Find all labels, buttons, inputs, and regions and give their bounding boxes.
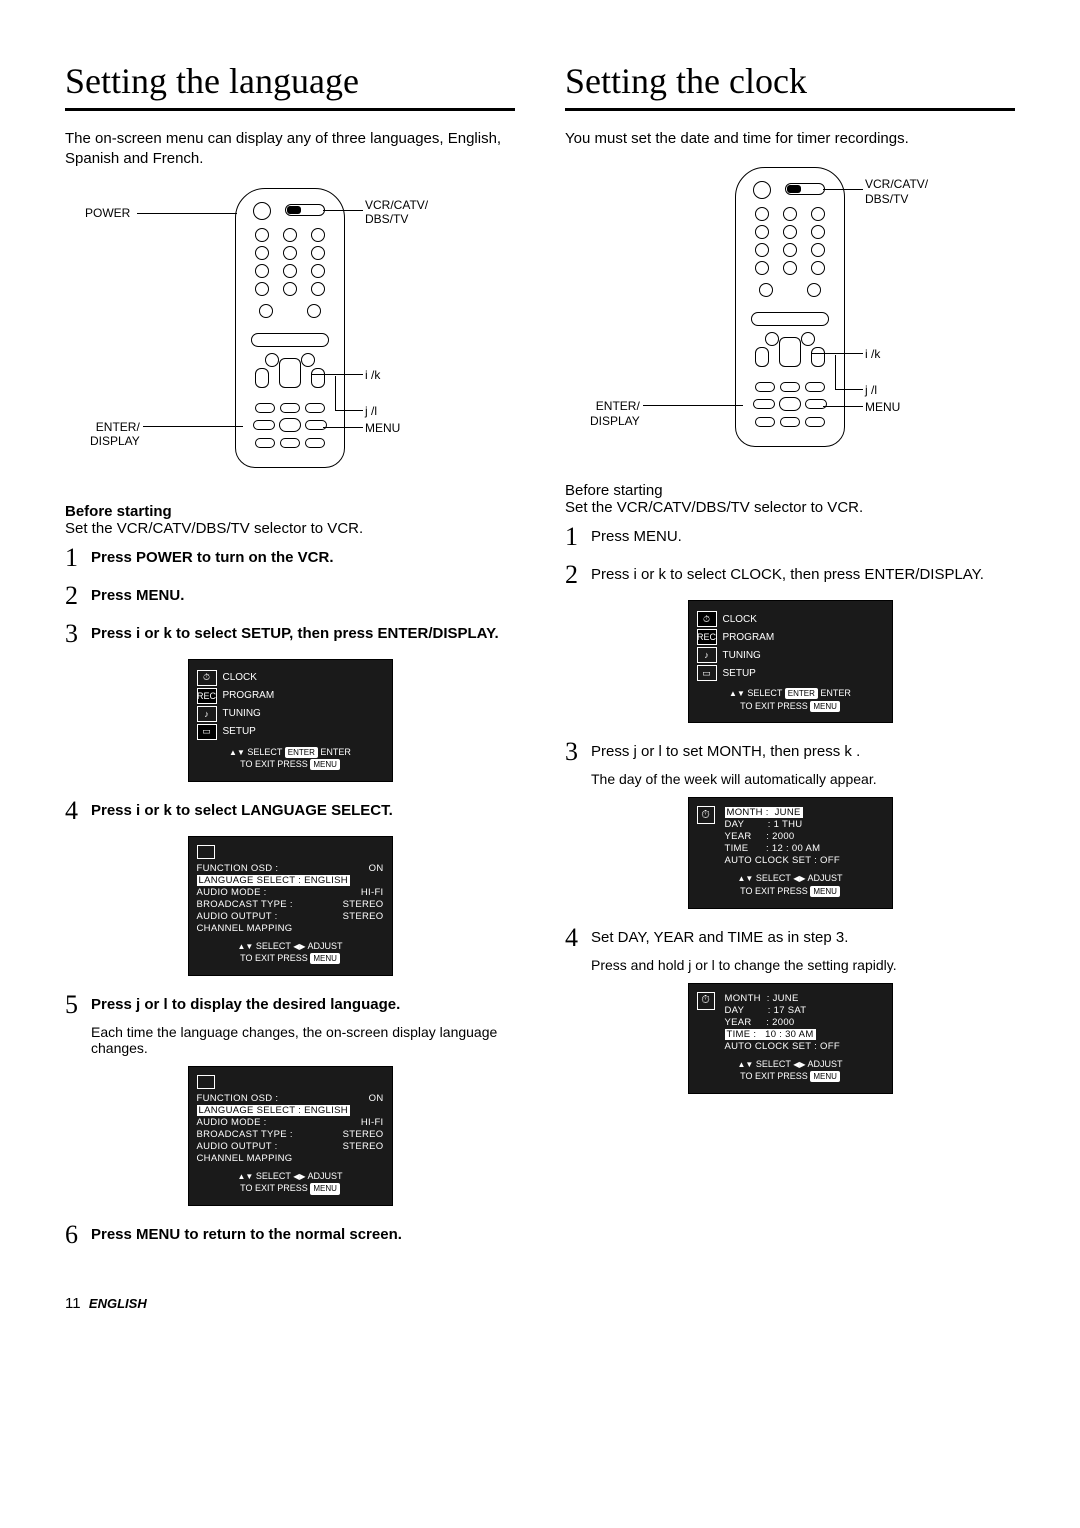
osd-clock-menu: ⏱CLOCK RECPROGRAM ♪TUNING ▭SETUP ▲▼ SELE… — [688, 600, 893, 723]
osd-setup-2: FUNCTION OSD :ON LANGUAGE SELECT : ENGLI… — [188, 1066, 393, 1206]
label-ik: i /k — [865, 347, 880, 361]
step-num: 1 — [65, 545, 91, 571]
label-enter: ENTER/ DISPLAY — [590, 399, 640, 428]
step-3r-sub: The day of the week will automatically a… — [591, 771, 1015, 787]
right-intro: You must set the date and time for timer… — [565, 129, 1015, 149]
label-enter: ENTER/ DISPLAY — [90, 420, 140, 449]
page-columns: Setting the language The on-screen menu … — [65, 60, 1015, 1260]
before-starting-left: Before starting Set the VCR/CATV/DBS/TV … — [65, 503, 515, 537]
step-3r: Press j or l to set MONTH, then press k … — [591, 739, 1015, 765]
label-ik: i /k — [365, 368, 380, 382]
left-title: Setting the language — [65, 60, 515, 102]
label-jl: j /l — [865, 383, 877, 397]
step-5: Press j or l to display the desired lang… — [91, 992, 515, 1018]
step-num: 5 — [65, 992, 91, 1018]
step-num: 3 — [65, 621, 91, 647]
label-menu: MENU — [365, 421, 400, 435]
label-menu: MENU — [865, 400, 900, 414]
before-text: Set the VCR/CATV/DBS/TV selector to VCR. — [565, 499, 863, 516]
before-starting-right: Before starting Set the VCR/CATV/DBS/TV … — [565, 482, 1015, 516]
step-2: Press MENU. — [91, 583, 515, 609]
step-num: 6 — [65, 1222, 91, 1248]
title-rule — [565, 108, 1015, 111]
osd-clock-set-1: ⏱ MONTH : JUNE DAY : 1 THU YEAR : 2000 T… — [688, 797, 893, 908]
osd-setup-1: FUNCTION OSD :ON LANGUAGE SELECT : ENGLI… — [188, 836, 393, 976]
before-heading: Before starting — [565, 482, 663, 499]
label-vcr: VCR/CATV/ DBS/TV — [865, 177, 928, 206]
step-2r: Press i or k to select CLOCK, then press… — [591, 562, 1015, 588]
step-1r: Press MENU. — [591, 524, 1015, 550]
step-4r: Set DAY, YEAR and TIME as in step 3. — [591, 925, 1015, 951]
label-jl: j /l — [365, 404, 377, 418]
remote-diagram-right: VCR/CATV/ DBS/TV i /k j /l MENU ENTER/ D… — [565, 167, 1015, 457]
step-num: 4 — [565, 925, 591, 951]
right-title: Setting the clock — [565, 60, 1015, 102]
osd-clock-set-2: ⏱ MONTH : JUNE DAY : 17 SAT YEAR : 2000 … — [688, 983, 893, 1094]
before-text: Set the VCR/CATV/DBS/TV selector to VCR. — [65, 520, 363, 537]
step-num: 3 — [565, 739, 591, 765]
step-4: Press i or k to select LANGUAGE SELECT. — [91, 798, 515, 824]
step-num: 1 — [565, 524, 591, 550]
page-footer: 11 ENGLISH — [65, 1295, 1015, 1312]
step-6: Press MENU to return to the normal scree… — [91, 1222, 515, 1248]
step-num: 2 — [65, 583, 91, 609]
osd-main-menu: ⏱CLOCK RECPROGRAM ♪TUNING ▭SETUP ▲▼ SELE… — [188, 659, 393, 782]
step-4r-sub: Press and hold j or l to change the sett… — [591, 957, 1015, 973]
page-number: 11 — [65, 1295, 81, 1312]
label-power: POWER — [85, 206, 130, 220]
label-vcr: VCR/CATV/ DBS/TV — [365, 198, 428, 227]
footer-language: ENGLISH — [89, 1296, 147, 1311]
title-rule — [65, 108, 515, 111]
right-column: Setting the clock You must set the date … — [565, 60, 1015, 1260]
step-3: Press i or k to select SETUP, then press… — [91, 621, 515, 647]
remote-diagram-left: POWER VCR/CATV/ DBS/TV i /k j /l MENU EN… — [65, 188, 515, 478]
before-heading: Before starting — [65, 503, 172, 520]
step-num: 4 — [65, 798, 91, 824]
step-num: 2 — [565, 562, 591, 588]
left-column: Setting the language The on-screen menu … — [65, 60, 515, 1260]
step-1: Press POWER to turn on the VCR. — [91, 545, 515, 571]
step-5-sub: Each time the language changes, the on-s… — [91, 1024, 515, 1056]
left-intro: The on-screen menu can display any of th… — [65, 129, 515, 170]
